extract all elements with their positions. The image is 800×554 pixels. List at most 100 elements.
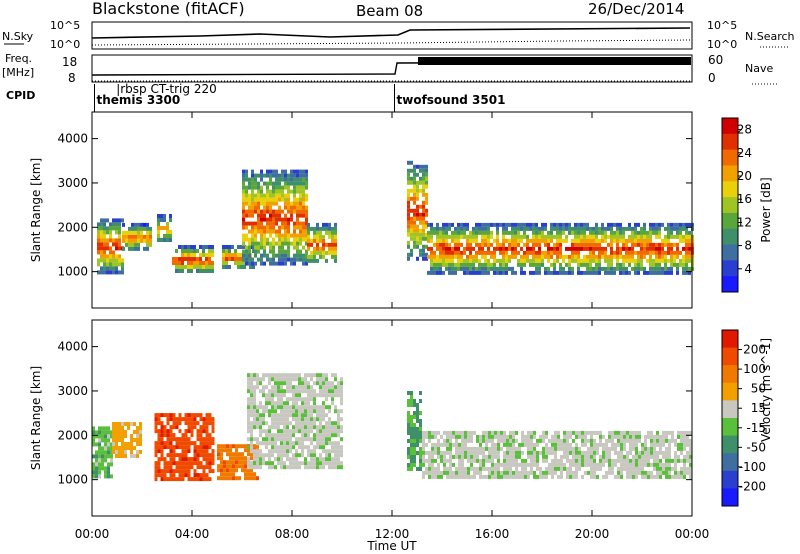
velocity-cell <box>196 449 200 454</box>
power-cell <box>251 261 254 266</box>
power-cell <box>319 226 322 231</box>
velocity-cell <box>461 454 464 459</box>
power-cell <box>149 234 152 239</box>
velocity-cell <box>587 446 590 451</box>
velocity-cell <box>283 393 286 398</box>
power-cell <box>287 209 290 214</box>
velocity-cell <box>602 450 605 455</box>
power-cell <box>487 226 490 231</box>
power-cell <box>257 217 260 222</box>
power-cell <box>257 173 260 178</box>
power-cell <box>134 246 137 251</box>
power-cell <box>478 222 481 227</box>
power-cell <box>328 230 331 235</box>
power-panel-frame <box>91 111 693 309</box>
power-cell <box>436 238 439 243</box>
velocity-cell <box>491 450 494 455</box>
velocity-cell <box>497 430 500 435</box>
velocity-cell <box>328 453 331 458</box>
velocity-cell <box>674 466 677 471</box>
velocity-cell <box>107 442 110 447</box>
power-cell <box>413 208 416 213</box>
power-cell <box>278 181 281 186</box>
power-cell <box>157 230 160 234</box>
power-cell <box>316 230 319 235</box>
power-cell <box>166 222 169 226</box>
velocity-cell <box>416 443 419 447</box>
velocity-cell <box>283 445 286 450</box>
power-cell <box>260 185 263 190</box>
power-cell <box>559 246 562 251</box>
power-cell <box>469 238 472 243</box>
power-cell <box>622 266 625 271</box>
velocity-cell <box>524 458 527 463</box>
velocity-cell <box>596 446 599 451</box>
power-cell <box>676 230 679 235</box>
power-cell <box>334 258 337 263</box>
velocity-cell <box>95 466 98 471</box>
power-cell <box>196 257 199 261</box>
power-cell <box>305 253 308 258</box>
velocity-cell <box>298 405 301 410</box>
power-cell <box>284 253 287 258</box>
power-cell <box>237 253 240 257</box>
velocity-colorbar-tick-label: 200 <box>743 343 766 357</box>
power-cell <box>293 233 296 238</box>
power-cell <box>541 258 544 263</box>
velocity-cell <box>118 446 121 450</box>
velocity-cell <box>301 413 304 418</box>
velocity-cell <box>467 450 470 455</box>
velocity-cell <box>256 437 259 442</box>
power-cell <box>457 242 460 247</box>
power-cell <box>610 222 613 227</box>
velocity-cell <box>301 433 304 438</box>
power-cell <box>550 262 553 267</box>
power-cell <box>520 222 523 227</box>
power-cell <box>422 252 425 257</box>
power-cell <box>302 225 305 230</box>
power-cell <box>278 249 281 254</box>
power-cell <box>478 266 481 271</box>
velocity-cell <box>253 421 256 426</box>
velocity-cell <box>509 458 512 463</box>
velocity-cell <box>301 389 304 394</box>
velocity-cell <box>328 425 331 430</box>
power-cell <box>601 254 604 259</box>
power-cell <box>305 169 308 174</box>
velocity-cell <box>169 473 173 478</box>
velocity-cell <box>208 417 212 422</box>
velocity-cell <box>599 466 602 471</box>
power-cell <box>565 262 568 267</box>
velocity-cell <box>307 429 310 434</box>
velocity-cell <box>575 450 578 455</box>
velocity-cell <box>271 421 274 426</box>
power-cell <box>457 254 460 259</box>
velocity-cell <box>641 470 644 475</box>
power-cell <box>163 214 166 218</box>
power-cell <box>328 234 331 239</box>
power-cell <box>248 229 251 234</box>
power-cell <box>419 240 422 245</box>
velocity-cell <box>419 467 422 471</box>
power-cell <box>278 241 281 246</box>
velocity-cell <box>542 438 545 443</box>
power-cell <box>302 181 305 186</box>
velocity-cell <box>283 405 286 410</box>
velocity-cell <box>301 417 304 422</box>
velocity-cell <box>470 454 473 459</box>
power-cell <box>248 213 251 218</box>
power-cell <box>559 270 562 275</box>
power-cell <box>425 184 428 189</box>
velocity-cell <box>656 434 659 439</box>
velocity-cell <box>160 445 164 450</box>
power-cell <box>296 189 299 194</box>
power-cell <box>281 257 284 262</box>
power-cell <box>172 257 175 261</box>
power-cell <box>637 238 640 243</box>
power-cell <box>451 250 454 255</box>
velocity-cell <box>107 462 110 467</box>
velocity-cell <box>569 462 572 467</box>
power-cell <box>410 224 413 229</box>
power-cell <box>254 229 257 234</box>
velocity-cell <box>136 438 139 442</box>
